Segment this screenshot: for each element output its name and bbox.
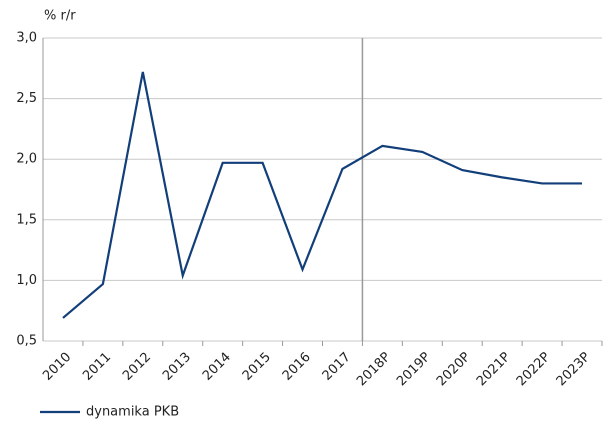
x-tick-label: 2010 <box>40 350 74 384</box>
x-tick-label: 2021P <box>474 350 514 390</box>
x-tick-label: 2016 <box>280 350 314 384</box>
y-tick-label: 1,0 <box>16 273 37 288</box>
x-tick-label: 2015 <box>240 350 274 384</box>
y-tick-label: 2,5 <box>16 91 37 106</box>
x-tick-label: 2014 <box>200 350 234 384</box>
y-tick-label: 0,5 <box>16 334 37 349</box>
x-tick-label: 2011 <box>80 350 114 384</box>
y-tick-label: 2,0 <box>16 152 37 167</box>
x-tick-label: 2020P <box>434 350 474 390</box>
x-tick-label: 2017 <box>320 350 354 384</box>
x-tick-label: 2019P <box>394 350 434 390</box>
x-tick-label: 2023P <box>554 350 594 390</box>
x-tick-label: 2022P <box>514 350 554 390</box>
data-line <box>62 71 583 319</box>
y-tick-label: 1,5 <box>16 212 37 227</box>
x-tick-label: 2012 <box>120 350 154 384</box>
y-tick-label: 3,0 <box>16 31 37 46</box>
x-tick-label: 2018P <box>354 350 394 390</box>
y-axis-label: % r/r <box>44 9 76 24</box>
legend-label: dynamika PKB <box>86 405 179 420</box>
x-tick-label: 2013 <box>160 350 194 384</box>
